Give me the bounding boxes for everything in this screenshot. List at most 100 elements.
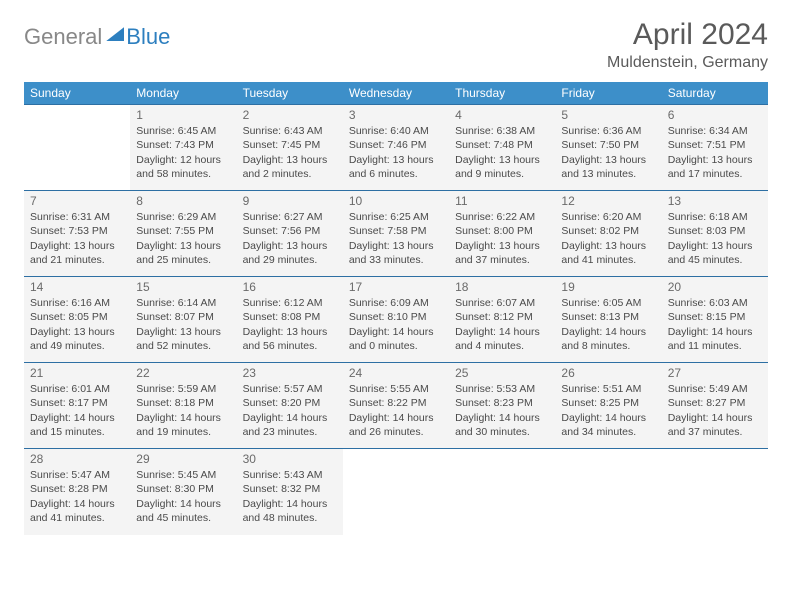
day-cell <box>449 449 555 535</box>
day-header: Tuesday <box>237 82 343 105</box>
sunrise-text: Sunrise: 5:47 AM <box>30 468 124 482</box>
day-number: 16 <box>243 279 337 295</box>
sunset-text: Sunset: 8:18 PM <box>136 396 230 410</box>
sunset-text: Sunset: 8:23 PM <box>455 396 549 410</box>
day-cell: 19Sunrise: 6:05 AMSunset: 8:13 PMDayligh… <box>555 277 661 363</box>
daylight-text: and 21 minutes. <box>30 253 124 267</box>
sunrise-text: Sunrise: 5:43 AM <box>243 468 337 482</box>
day-number: 24 <box>349 365 443 381</box>
daylight-text: and 34 minutes. <box>561 425 655 439</box>
daylight-text: and 48 minutes. <box>243 511 337 525</box>
sunrise-text: Sunrise: 5:57 AM <box>243 382 337 396</box>
week-row: 7Sunrise: 6:31 AMSunset: 7:53 PMDaylight… <box>24 191 768 277</box>
day-number: 9 <box>243 193 337 209</box>
sunrise-text: Sunrise: 6:45 AM <box>136 124 230 138</box>
day-number: 30 <box>243 451 337 467</box>
day-cell: 11Sunrise: 6:22 AMSunset: 8:00 PMDayligh… <box>449 191 555 277</box>
day-cell: 10Sunrise: 6:25 AMSunset: 7:58 PMDayligh… <box>343 191 449 277</box>
day-number: 13 <box>668 193 762 209</box>
day-cell: 13Sunrise: 6:18 AMSunset: 8:03 PMDayligh… <box>662 191 768 277</box>
daylight-text: Daylight: 14 hours <box>668 325 762 339</box>
sunrise-text: Sunrise: 5:55 AM <box>349 382 443 396</box>
calendar-page: General Blue April 2024 Muldenstein, Ger… <box>0 0 792 553</box>
sunset-text: Sunset: 8:30 PM <box>136 482 230 496</box>
daylight-text: Daylight: 13 hours <box>30 239 124 253</box>
day-number: 20 <box>668 279 762 295</box>
sunset-text: Sunset: 8:07 PM <box>136 310 230 324</box>
daylight-text: and 15 minutes. <box>30 425 124 439</box>
day-cell: 14Sunrise: 6:16 AMSunset: 8:05 PMDayligh… <box>24 277 130 363</box>
daylight-text: and 58 minutes. <box>136 167 230 181</box>
day-number: 6 <box>668 107 762 123</box>
day-number: 23 <box>243 365 337 381</box>
day-cell: 6Sunrise: 6:34 AMSunset: 7:51 PMDaylight… <box>662 105 768 191</box>
sunrise-text: Sunrise: 6:07 AM <box>455 296 549 310</box>
daylight-text: Daylight: 14 hours <box>136 411 230 425</box>
day-number: 21 <box>30 365 124 381</box>
sunset-text: Sunset: 8:20 PM <box>243 396 337 410</box>
daylight-text: and 19 minutes. <box>136 425 230 439</box>
day-number: 28 <box>30 451 124 467</box>
day-cell: 7Sunrise: 6:31 AMSunset: 7:53 PMDaylight… <box>24 191 130 277</box>
day-number: 26 <box>561 365 655 381</box>
day-number: 2 <box>243 107 337 123</box>
sunrise-text: Sunrise: 6:05 AM <box>561 296 655 310</box>
day-cell: 9Sunrise: 6:27 AMSunset: 7:56 PMDaylight… <box>237 191 343 277</box>
sunrise-text: Sunrise: 6:22 AM <box>455 210 549 224</box>
daylight-text: Daylight: 14 hours <box>561 325 655 339</box>
day-cell: 17Sunrise: 6:09 AMSunset: 8:10 PMDayligh… <box>343 277 449 363</box>
daylight-text: Daylight: 14 hours <box>243 411 337 425</box>
daylight-text: Daylight: 13 hours <box>243 325 337 339</box>
day-number: 12 <box>561 193 655 209</box>
daylight-text: Daylight: 13 hours <box>561 239 655 253</box>
sunrise-text: Sunrise: 6:16 AM <box>30 296 124 310</box>
month-title: April 2024 <box>607 18 768 52</box>
sunrise-text: Sunrise: 6:27 AM <box>243 210 337 224</box>
week-row: 21Sunrise: 6:01 AMSunset: 8:17 PMDayligh… <box>24 363 768 449</box>
daylight-text: Daylight: 13 hours <box>668 239 762 253</box>
day-cell: 23Sunrise: 5:57 AMSunset: 8:20 PMDayligh… <box>237 363 343 449</box>
sunset-text: Sunset: 8:13 PM <box>561 310 655 324</box>
day-number: 27 <box>668 365 762 381</box>
daylight-text: and 41 minutes. <box>561 253 655 267</box>
daylight-text: Daylight: 12 hours <box>136 153 230 167</box>
day-number: 15 <box>136 279 230 295</box>
day-cell: 3Sunrise: 6:40 AMSunset: 7:46 PMDaylight… <box>343 105 449 191</box>
day-number: 14 <box>30 279 124 295</box>
sunset-text: Sunset: 8:15 PM <box>668 310 762 324</box>
daylight-text: Daylight: 14 hours <box>30 497 124 511</box>
day-number: 17 <box>349 279 443 295</box>
sunset-text: Sunset: 7:45 PM <box>243 138 337 152</box>
sunset-text: Sunset: 7:50 PM <box>561 138 655 152</box>
sunrise-text: Sunrise: 6:18 AM <box>668 210 762 224</box>
sunset-text: Sunset: 7:53 PM <box>30 224 124 238</box>
daylight-text: Daylight: 13 hours <box>136 325 230 339</box>
day-cell: 18Sunrise: 6:07 AMSunset: 8:12 PMDayligh… <box>449 277 555 363</box>
day-number: 1 <box>136 107 230 123</box>
sunset-text: Sunset: 8:28 PM <box>30 482 124 496</box>
daylight-text: and 45 minutes. <box>136 511 230 525</box>
sunset-text: Sunset: 8:05 PM <box>30 310 124 324</box>
calendar-table: Sunday Monday Tuesday Wednesday Thursday… <box>24 82 768 535</box>
sunset-text: Sunset: 8:17 PM <box>30 396 124 410</box>
daylight-text: and 0 minutes. <box>349 339 443 353</box>
day-header-row: Sunday Monday Tuesday Wednesday Thursday… <box>24 82 768 105</box>
day-number: 25 <box>455 365 549 381</box>
daylight-text: and 49 minutes. <box>30 339 124 353</box>
sunrise-text: Sunrise: 6:25 AM <box>349 210 443 224</box>
location-label: Muldenstein, Germany <box>607 54 768 72</box>
day-cell: 30Sunrise: 5:43 AMSunset: 8:32 PMDayligh… <box>237 449 343 535</box>
day-cell <box>24 105 130 191</box>
day-cell: 2Sunrise: 6:43 AMSunset: 7:45 PMDaylight… <box>237 105 343 191</box>
sunset-text: Sunset: 8:25 PM <box>561 396 655 410</box>
day-cell <box>555 449 661 535</box>
day-cell: 1Sunrise: 6:45 AMSunset: 7:43 PMDaylight… <box>130 105 236 191</box>
daylight-text: Daylight: 13 hours <box>136 239 230 253</box>
day-number: 29 <box>136 451 230 467</box>
day-number: 10 <box>349 193 443 209</box>
sunset-text: Sunset: 7:46 PM <box>349 138 443 152</box>
daylight-text: Daylight: 14 hours <box>561 411 655 425</box>
daylight-text: and 23 minutes. <box>243 425 337 439</box>
daylight-text: and 6 minutes. <box>349 167 443 181</box>
sunrise-text: Sunrise: 6:38 AM <box>455 124 549 138</box>
